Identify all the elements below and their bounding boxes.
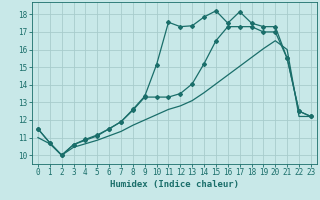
X-axis label: Humidex (Indice chaleur): Humidex (Indice chaleur) [110, 180, 239, 189]
